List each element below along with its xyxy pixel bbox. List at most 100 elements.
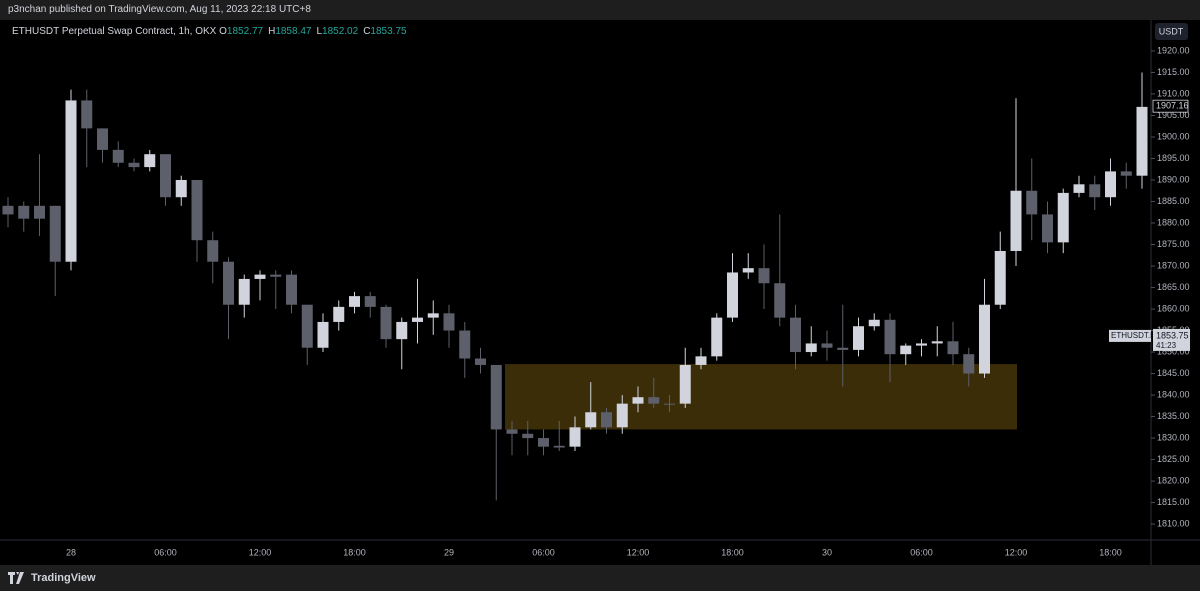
x-tick-label: 12:00 [249,547,272,557]
zone-box [505,364,1017,430]
y-tick-label: 1840.00 [1157,389,1190,399]
candle-body [695,356,707,365]
footer-bar: TradingView [0,565,1200,591]
candle-body [349,296,360,307]
candle-body [1010,190,1022,251]
candle-body [475,358,486,365]
y-tick-label: 1920.00 [1157,45,1190,55]
x-tick-label: 30 [822,547,832,557]
candle-body [553,445,565,448]
candle-body [790,317,801,353]
candle-body [238,278,250,305]
candle-body [522,433,534,439]
x-tick-label: 06:00 [910,547,933,557]
y-tick-label: 1880.00 [1157,217,1190,227]
candle-body [711,317,723,357]
y-tick-label: 1860.00 [1157,303,1190,313]
candle-body [380,306,392,340]
candle-body [585,412,597,428]
candle-body [868,319,880,327]
symbol-title: ETHUSDT Perpetual Swap Contract, 1h, OKX [12,26,217,37]
candle-body [128,162,140,168]
candle-body [65,100,77,262]
candle-body [931,341,943,344]
candle-body [742,268,754,273]
candle-body [333,306,345,322]
ohlc-value: 1858.47 [275,26,312,37]
currency-button[interactable] [1155,23,1188,40]
x-tick-label: 29 [444,547,454,557]
y-tick-label: 1835.00 [1157,411,1190,421]
x-tick-label: 18:00 [343,547,366,557]
y-tick-label: 1810.00 [1157,518,1190,528]
candle-body [254,274,266,279]
legend: ETHUSDT Perpetual Swap Contract, 1h, OKX… [12,26,412,37]
currency-label[interactable]: USDT [1159,26,1184,36]
candle-body [664,403,675,405]
candle-body [1057,192,1069,243]
candle-body [963,354,975,374]
candle-body [490,364,502,430]
candle-body [443,313,455,331]
ohlc-value: 1852.77 [226,26,264,37]
candle-body [1089,184,1101,198]
x-tick-label: 06:00 [154,547,177,557]
symbol-tag-box [1109,329,1151,342]
candle-body [364,296,376,307]
candle-body [207,240,219,262]
x-tick-label: 12:00 [1005,547,1028,557]
candle-body [144,154,156,168]
candle-body [837,347,849,350]
candle-body [1136,106,1148,176]
y-tick-label: 1830.00 [1157,432,1190,442]
candle-body [821,343,833,348]
candle-body [774,283,786,318]
candle-body [979,304,990,374]
candle-body [506,429,518,434]
symbol-tag-name: ETHUSDT.P [1111,331,1155,340]
candle-body [270,274,282,277]
last-price-label: 1907.16 [1156,101,1189,111]
y-tick-label: 1910.00 [1157,88,1190,98]
publish-bar: p3nchan published on TradingView.com, Au… [0,0,1200,20]
y-tick-label: 1890.00 [1157,174,1190,184]
chart-bg [0,20,1200,565]
y-tick-label: 1820.00 [1157,475,1190,485]
candle-body [112,149,124,163]
publish-info: p3nchan published on TradingView.com, Au… [8,4,311,15]
candle-body [569,427,581,447]
x-tick-label: 18:00 [1099,547,1122,557]
candle-body [223,261,234,305]
ohlc-label: L [316,26,323,37]
x-tick-label: 28 [66,547,76,557]
x-tick-label: 12:00 [627,547,650,557]
candle-body [286,274,297,305]
candle-body [679,364,691,404]
y-tick-label: 1905.00 [1157,110,1190,120]
y-tick-label: 1870.00 [1157,260,1190,270]
candle-body [1120,171,1132,176]
candle-body [396,321,408,340]
candle-body [81,100,93,129]
y-tick-label: 1865.00 [1157,282,1190,292]
y-tick-label: 1885.00 [1157,196,1190,206]
last-price-box [1152,99,1189,113]
candle-body [18,205,30,219]
y-tick-label: 1815.00 [1157,497,1190,507]
candle-body [648,397,660,404]
x-tick-label: 06:00 [532,547,555,557]
candle-body [884,319,896,355]
candle-body [632,397,644,404]
logo-icon [8,572,24,584]
ohlc-label: O [219,26,227,37]
candle-body [160,154,171,198]
countdown-label: 41:23 [1156,341,1177,350]
y-tick-label: 1895.00 [1157,153,1190,163]
ohlc-label: C [363,26,371,37]
candle-body [34,205,45,219]
candle-body [317,321,329,348]
candle-body [538,438,549,447]
candle-body [459,330,471,359]
candle-body [853,326,864,350]
